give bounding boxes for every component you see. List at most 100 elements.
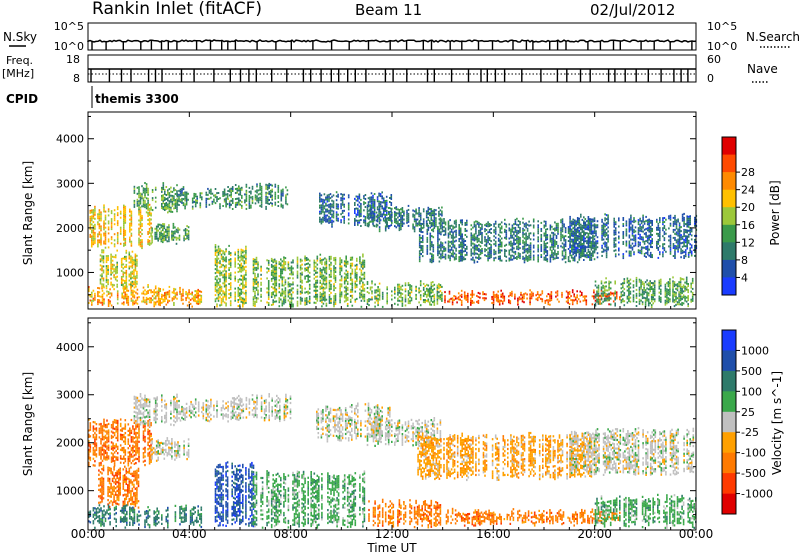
heatmap-cell [219,274,221,277]
heatmap-cell [254,202,257,205]
heatmap-cell [267,284,270,286]
heatmap-cell [432,212,434,215]
heatmap-cell [111,259,114,262]
heatmap-cell [292,259,294,262]
heatmap-cell [256,185,258,188]
heatmap-cell [299,276,302,279]
heatmap-cell [349,274,352,277]
heatmap-cell [136,264,138,267]
heatmap-cell [92,243,95,246]
heatmap-cell [401,217,404,219]
heatmap-cell [483,293,486,296]
heatmap-cell [223,277,226,280]
heatmap-cell [171,210,174,213]
heatmap-cell [494,244,497,247]
heatmap-cell [98,287,101,290]
heatmap-cell [340,265,343,268]
heatmap-cell [245,259,247,262]
heatmap-cell [426,222,429,225]
heatmap-cell [522,233,524,236]
heatmap-cell [370,198,373,201]
heatmap-cell [473,225,476,228]
heatmap-cell [242,269,244,272]
heatmap-cell [321,285,323,288]
heatmap-cell [134,283,137,286]
heatmap-cell [343,286,346,289]
heatmap-cell [222,296,224,299]
heatmap-cell [421,231,424,234]
heatmap-cell [174,236,176,239]
heatmap-cell [432,246,435,249]
heatmap-cell [583,259,585,261]
heatmap-cell [326,194,329,197]
heatmap-cell [260,293,262,296]
heatmap-cell [225,264,227,267]
heatmap-cell [102,259,105,262]
heatmap-cell [171,202,174,205]
heatmap-cell [241,186,243,189]
heatmap-cell [213,200,215,203]
heatmap-cell [334,260,337,263]
heatmap-cell [339,261,341,264]
heatmap-cell [181,201,183,204]
heatmap-cell [578,250,581,253]
heatmap-cell [225,288,227,291]
heatmap-cell [292,281,294,284]
heatmap-cell [126,287,128,290]
heatmap-cell [103,302,105,305]
heatmap-cell [162,198,165,201]
heatmap-cell [552,256,555,259]
heatmap-cell [385,219,388,222]
heatmap-cell [557,228,559,231]
heatmap-cell [237,254,240,257]
heatmap-cell [387,207,390,209]
heatmap-cell [487,247,489,250]
heatmap-cell [107,293,110,295]
heatmap-cell [245,197,248,200]
heatmap-cell [394,221,396,224]
heatmap-cell [119,226,122,229]
heatmap-cell [418,207,420,210]
heatmap-cell [339,279,341,282]
heatmap-cell [461,233,463,236]
heatmap-cell [265,193,267,196]
heatmap-cell [133,300,136,303]
heatmap-cell [514,242,517,245]
heatmap-cell [568,291,571,293]
heatmap-cell [363,261,366,264]
heatmap-cell [144,194,146,197]
heatmap-cell [98,291,101,294]
heatmap-cell [178,189,180,192]
heatmap-cell [431,243,433,246]
heatmap-cell [275,280,278,283]
heatmap-cell [523,297,525,300]
heatmap-cell [305,281,308,283]
heatmap-cell [114,268,117,271]
heatmap-cell [160,238,163,241]
heatmap-cell [181,187,183,190]
heatmap-cell [337,207,339,210]
heatmap-cell [104,222,107,225]
heatmap-cell [129,238,131,241]
heatmap-cell [123,289,125,292]
heatmap-cell [453,226,456,229]
heatmap-cell [557,252,559,255]
heatmap-cell [371,216,373,219]
heatmap-cell [124,297,127,300]
heatmap-cell [301,259,303,262]
heatmap-cell [491,298,493,300]
heatmap-cell [438,212,440,215]
heatmap-cell [165,297,168,300]
heatmap-cell [92,233,95,236]
heatmap-cell [362,295,364,298]
heatmap-cell [308,263,311,266]
heatmap-cell [545,254,547,257]
heatmap-cell [479,245,482,248]
heatmap-cell [398,225,401,227]
heatmap-cell [130,220,133,223]
heatmap-cell [377,298,379,301]
heatmap-cell [347,196,350,199]
heatmap-cell [239,298,241,301]
heatmap-cell [498,299,501,302]
heatmap-cell [228,267,230,269]
